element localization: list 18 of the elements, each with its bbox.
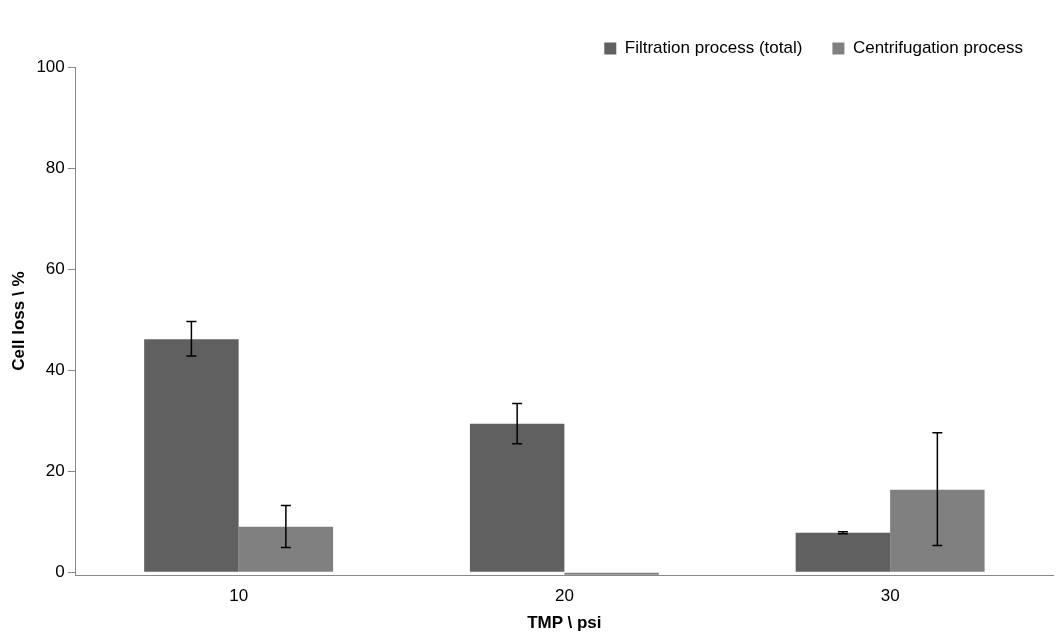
y-axis-title: Cell loss \ % <box>8 271 28 371</box>
y-tick-label: 80 <box>45 157 65 177</box>
x-axis-title: TMP \ psi <box>527 613 602 633</box>
x-tick-label: 10 <box>229 586 249 606</box>
bar <box>144 339 239 572</box>
legend-label: Filtration process (total) <box>624 38 803 58</box>
x-tick-label: 20 <box>554 586 574 606</box>
y-tick-label: 0 <box>55 561 65 581</box>
bar <box>795 532 891 572</box>
y-tick-label: 20 <box>45 460 65 480</box>
y-tick-label: 100 <box>36 56 65 76</box>
y-tick-label: 60 <box>45 258 65 278</box>
x-tick-label: 30 <box>880 586 900 606</box>
legend-label: Centrifugation process <box>852 38 1023 58</box>
y-tick-label: 40 <box>45 359 65 379</box>
bar <box>469 423 565 572</box>
bar <box>890 489 985 572</box>
bar <box>238 526 334 572</box>
